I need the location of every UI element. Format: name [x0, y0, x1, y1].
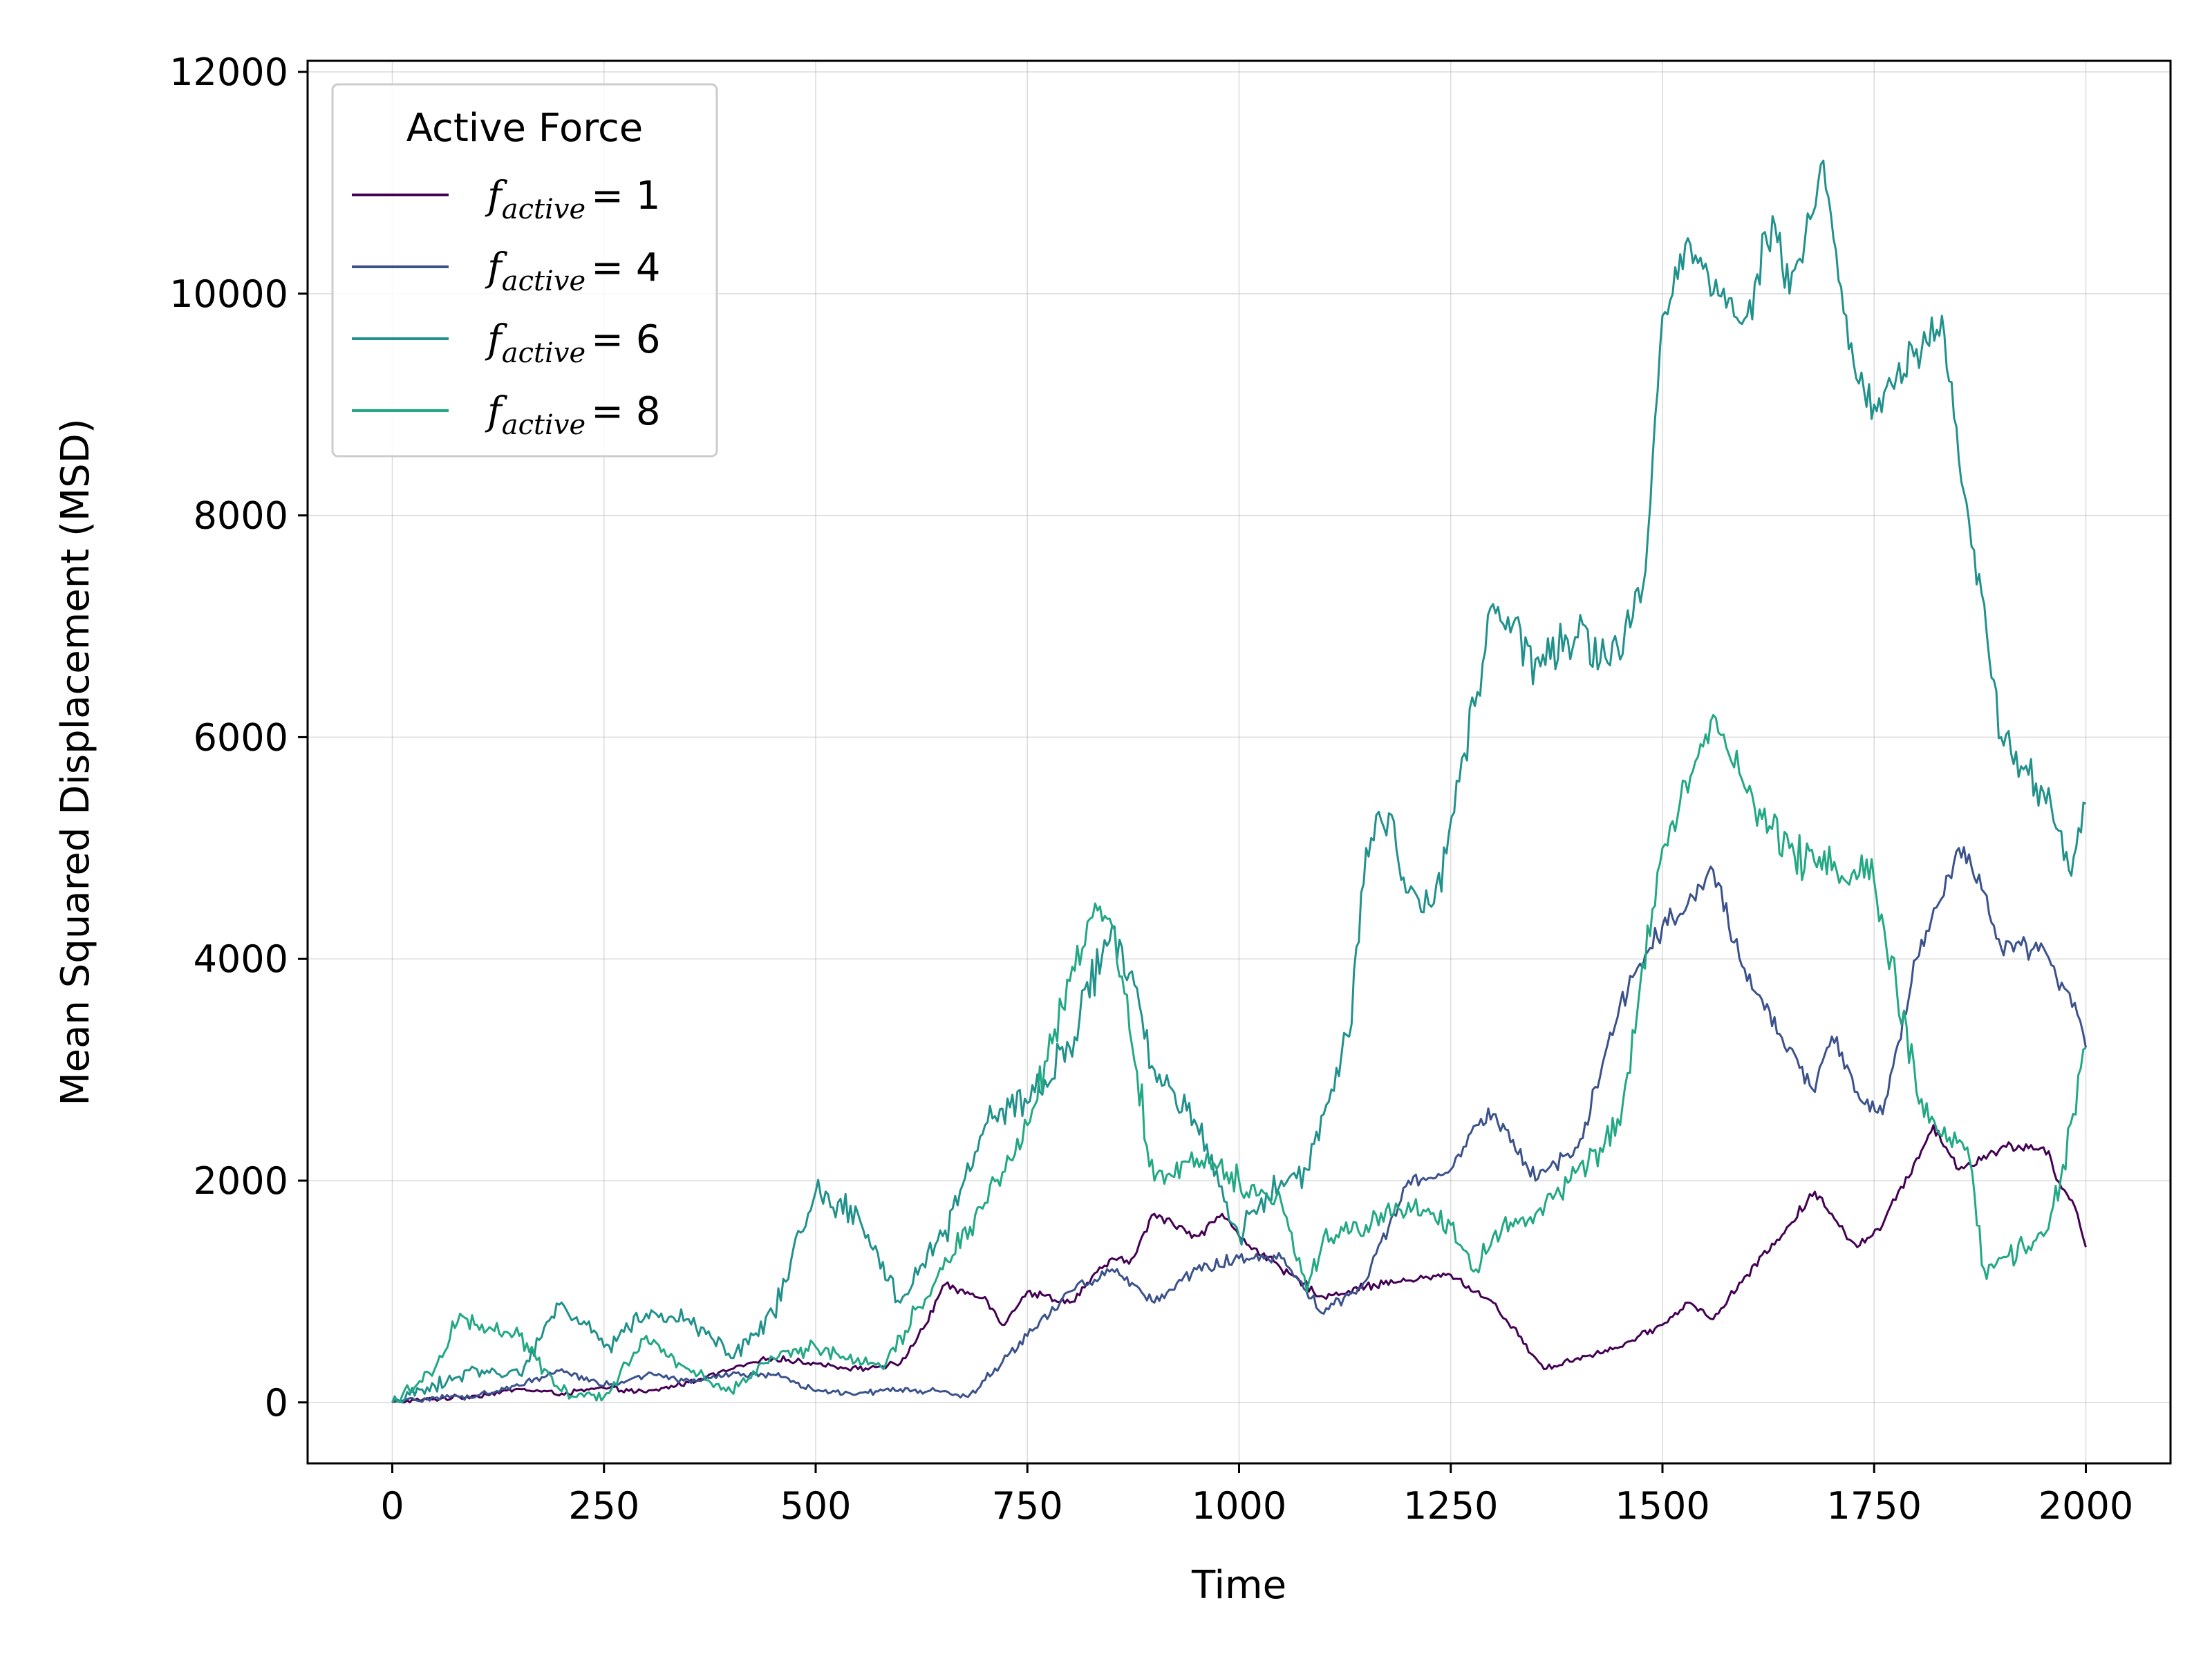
y-tick-label: 12000 [169, 50, 288, 94]
x-tick-label: 750 [992, 1484, 1063, 1528]
x-tick-label: 1500 [1615, 1484, 1709, 1528]
x-axis-label: Time [1191, 1563, 1286, 1608]
legend-label-subscript: active [502, 409, 585, 441]
x-tick-label: 250 [568, 1484, 639, 1528]
legend-label-subscript: active [502, 265, 585, 297]
x-tick-label: 500 [780, 1484, 851, 1528]
legend-label-subscript: active [502, 194, 585, 225]
y-tick-label: 10000 [169, 272, 288, 316]
legend-label-4: factive = 8 [485, 389, 660, 441]
y-axis-label: Mean Squared Displacement (MSD) [53, 418, 98, 1105]
x-tick-label: 1250 [1403, 1484, 1498, 1528]
series-line-4 [391, 713, 2087, 1404]
x-tick-label: 1750 [1827, 1484, 1922, 1528]
y-tick-label: 2000 [194, 1159, 288, 1203]
x-tick-label: 2000 [2038, 1484, 2133, 1528]
x-axis-ticks: 0 250 500 750 1000 1250 1500 1750 2000 [380, 1463, 2133, 1528]
legend-box [331, 83, 718, 458]
y-tick-label: 6000 [194, 715, 288, 759]
y-axis-ticks: 0 2000 4000 6000 8000 10000 12000 [169, 50, 308, 1425]
y-tick-label: 8000 [194, 494, 288, 538]
legend-label-value: = 8 [591, 389, 660, 434]
series-line-2 [391, 846, 2087, 1404]
legend-label-subscript: active [502, 337, 585, 369]
series-line-1 [392, 1124, 2087, 1404]
legend-label-3: factive = 6 [485, 317, 660, 369]
y-tick-label: 0 [265, 1381, 288, 1425]
series-line-3 [391, 159, 2087, 1404]
y-tick-label: 4000 [194, 937, 288, 981]
legend-label-value: = 6 [591, 317, 660, 362]
x-tick-label: 0 [380, 1484, 404, 1528]
legend-label-1: factive = 1 [485, 174, 660, 225]
data-series [391, 159, 2087, 1404]
x-tick-label: 1000 [1192, 1484, 1286, 1528]
legend-label-value: = 4 [591, 245, 660, 290]
legend-label-value: = 1 [591, 174, 660, 218]
legend-title: Active Force [406, 106, 644, 151]
